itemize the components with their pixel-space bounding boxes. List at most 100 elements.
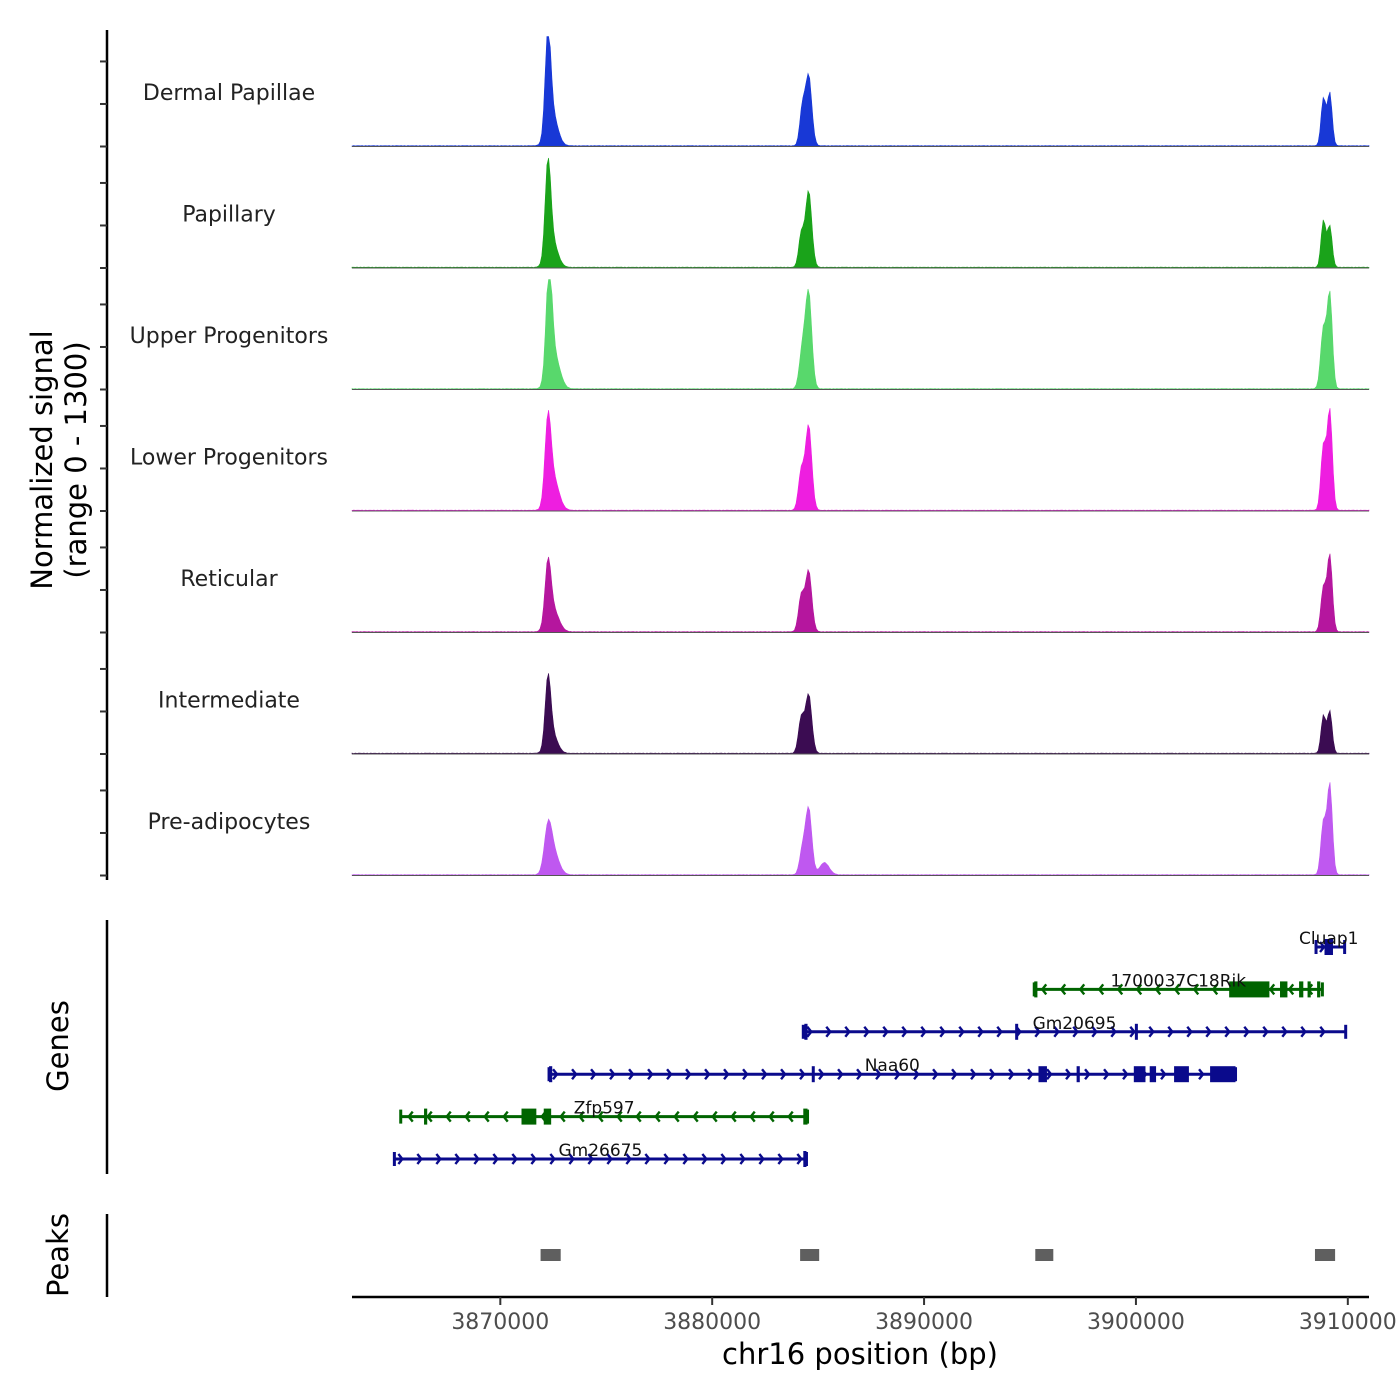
strand-chevron bbox=[970, 1068, 977, 1080]
strand-chevron bbox=[1091, 1026, 1098, 1038]
strand-chevron bbox=[1160, 1068, 1167, 1080]
strand-chevron bbox=[720, 1153, 727, 1165]
strand-chevron bbox=[989, 1068, 996, 1080]
strand-chevron bbox=[837, 1068, 844, 1080]
strand-chevron bbox=[1046, 1068, 1053, 1080]
gene-label: Cluap1 bbox=[1299, 929, 1358, 949]
strand-chevron bbox=[723, 1068, 730, 1080]
x-tick-label: 3910000 bbox=[1299, 1310, 1397, 1335]
exon-block bbox=[1034, 981, 1038, 998]
strand-chevron bbox=[1040, 983, 1048, 996]
coverage-track: Intermediate bbox=[158, 673, 1370, 755]
gene-label: 1700037C18Rik bbox=[1111, 971, 1247, 991]
strand-chevron bbox=[1084, 1068, 1091, 1080]
strand-chevron bbox=[787, 1110, 794, 1123]
strand-chevron bbox=[692, 1110, 699, 1123]
strand-chevron bbox=[1300, 1026, 1307, 1038]
strand-chevron bbox=[761, 1068, 768, 1080]
strand-chevron bbox=[932, 1068, 939, 1080]
strand-chevron bbox=[844, 1026, 851, 1038]
strand-chevron bbox=[1034, 1026, 1041, 1038]
gene-model: Gm20695 bbox=[801, 1014, 1348, 1040]
gene-label: Gm20695 bbox=[1033, 1014, 1117, 1034]
strand-chevron bbox=[780, 1068, 787, 1080]
coverage-track: Papillary bbox=[182, 157, 1370, 269]
strand-chevron bbox=[1078, 983, 1086, 996]
exon-block bbox=[1149, 1066, 1157, 1083]
exon-block bbox=[1299, 981, 1304, 998]
gene-model: Zfp597 bbox=[399, 1099, 810, 1125]
peak-region bbox=[540, 1249, 561, 1261]
strand-chevron bbox=[913, 1068, 920, 1080]
strand-chevron bbox=[768, 1110, 775, 1123]
coverage-track: Reticular bbox=[180, 553, 1370, 633]
signal-area bbox=[351, 408, 1370, 512]
strand-chevron bbox=[407, 1110, 414, 1123]
track-label: Reticular bbox=[180, 567, 278, 592]
exon-block bbox=[1280, 981, 1288, 998]
strand-chevron bbox=[1319, 1026, 1326, 1038]
exon-block bbox=[1133, 1066, 1146, 1083]
strand-chevron bbox=[996, 1026, 1003, 1038]
strand-chevron bbox=[1053, 1026, 1060, 1038]
strand-chevron bbox=[758, 1153, 765, 1165]
strand-chevron bbox=[416, 1153, 423, 1165]
exon-block bbox=[1317, 981, 1321, 998]
strand-chevron bbox=[1122, 1068, 1129, 1080]
x-axis-ticks: 3870000 3880000 3890000 3900000 3910000 bbox=[451, 1297, 1397, 1335]
track-label: Papillary bbox=[182, 203, 276, 228]
coverage-track: Lower Progenitors bbox=[130, 408, 1370, 512]
exon-block bbox=[521, 1108, 537, 1125]
track-label: Intermediate bbox=[158, 689, 300, 714]
track-label: Lower Progenitors bbox=[130, 446, 328, 471]
exon-block bbox=[803, 1151, 807, 1167]
exon-block bbox=[803, 1108, 808, 1125]
strand-chevron bbox=[1103, 1068, 1110, 1080]
strand-chevron bbox=[647, 1068, 654, 1080]
strand-chevron bbox=[920, 1026, 927, 1038]
strand-chevron bbox=[590, 1068, 597, 1080]
track-label: Pre-adipocytes bbox=[148, 810, 311, 835]
exon-block bbox=[1210, 1066, 1236, 1083]
strand-chevron bbox=[739, 1153, 746, 1165]
strand-chevron bbox=[483, 1110, 490, 1123]
strand-chevron bbox=[552, 1068, 559, 1080]
signal-area bbox=[351, 673, 1370, 755]
strand-chevron bbox=[397, 1153, 404, 1165]
peak-regions bbox=[540, 1249, 1336, 1261]
gene-model: Gm26675 bbox=[392, 1141, 808, 1167]
strand-chevron bbox=[1211, 983, 1219, 996]
strand-chevron bbox=[1065, 1068, 1072, 1080]
strand-chevron bbox=[568, 1153, 575, 1165]
exon-block bbox=[1324, 939, 1333, 955]
x-axis-title: chr16 position (bp) bbox=[722, 1337, 998, 1371]
strand-chevron bbox=[666, 1068, 673, 1080]
gene-model: 1700037C18Rik bbox=[1032, 971, 1324, 998]
strand-chevron bbox=[606, 1153, 613, 1165]
strand-chevron bbox=[1148, 1026, 1155, 1038]
strand-chevron bbox=[682, 1153, 689, 1165]
strand-chevron bbox=[1110, 1026, 1117, 1038]
strand-chevron bbox=[628, 1068, 635, 1080]
y-axis-title-line1: Normalized signal bbox=[25, 330, 59, 589]
x-tick-label: 3890000 bbox=[875, 1310, 973, 1335]
exon-block bbox=[1038, 1066, 1047, 1083]
strand-chevron bbox=[654, 1110, 661, 1123]
strand-chevron bbox=[704, 1068, 711, 1080]
x-tick-label: 3880000 bbox=[663, 1310, 761, 1335]
peak-region bbox=[1035, 1249, 1054, 1261]
gene-label: Naa60 bbox=[865, 1056, 920, 1076]
strand-chevron bbox=[625, 1153, 632, 1165]
signal-area bbox=[351, 279, 1370, 390]
strand-chevron bbox=[635, 1110, 642, 1123]
exon-block bbox=[424, 1108, 428, 1125]
x-tick-label: 3870000 bbox=[451, 1310, 549, 1335]
strand-chevron bbox=[875, 1068, 882, 1080]
strand-chevron bbox=[454, 1153, 461, 1165]
strand-chevron bbox=[1008, 1068, 1015, 1080]
strand-chevron bbox=[1027, 1068, 1034, 1080]
strand-chevron bbox=[502, 1110, 509, 1123]
strand-chevron bbox=[1262, 1026, 1269, 1038]
strand-chevron bbox=[464, 1110, 471, 1123]
peak-region bbox=[1314, 1249, 1336, 1261]
